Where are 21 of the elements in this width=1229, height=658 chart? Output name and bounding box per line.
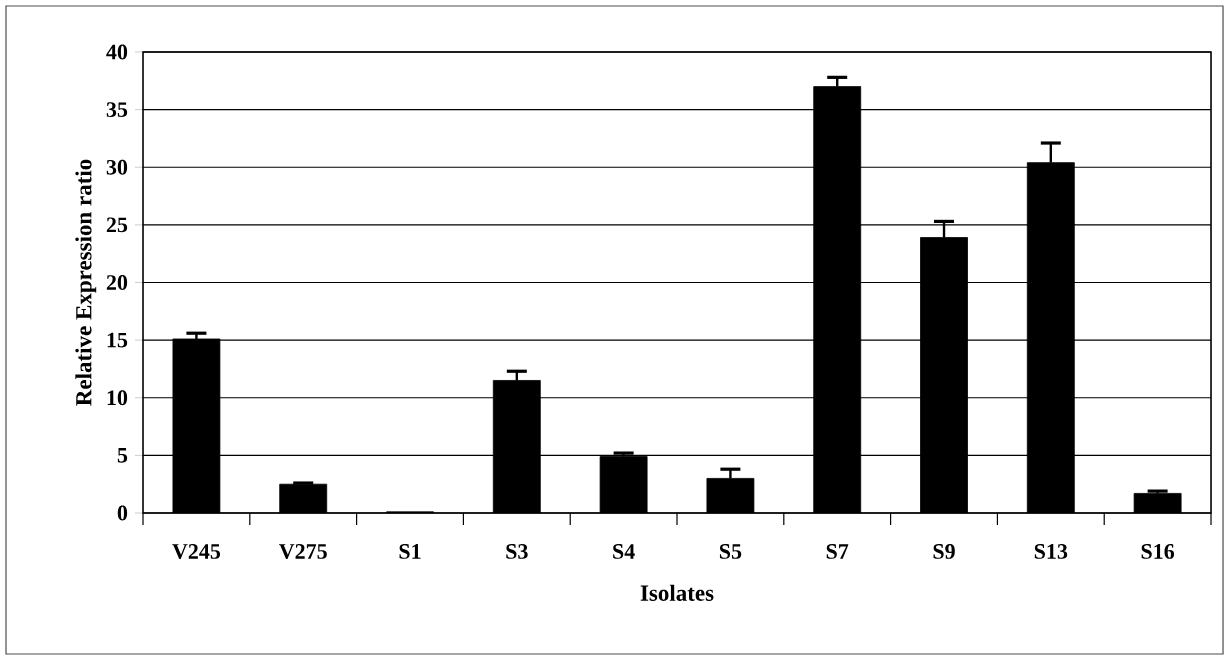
y-tick-label: 40	[106, 44, 128, 60]
y-axis-title: Relative Expression ratio	[75, 159, 97, 406]
y-tick-label: 0	[117, 505, 128, 521]
x-tick-label: S7	[826, 544, 849, 559]
x-tick-label: S13	[1034, 544, 1068, 559]
x-tick-label: S3	[506, 544, 528, 559]
x-axis-title: Isolates	[640, 584, 714, 601]
x-tick-label: S16	[1141, 544, 1175, 559]
x-tick-label: S5	[719, 544, 742, 559]
y-tick-label: 10	[107, 390, 128, 406]
x-tick-label: S1	[399, 544, 421, 559]
y-tick-label: 15	[107, 332, 128, 348]
y-tick-label: 25	[106, 217, 128, 233]
y-tick-label: 35	[106, 102, 128, 118]
y-tick-label: 20	[106, 275, 128, 290]
x-tick-label: V245	[172, 544, 221, 559]
x-tick-label: S4	[613, 544, 635, 559]
x-tick-label: S9	[933, 544, 955, 559]
x-tick-label: V275	[279, 544, 327, 559]
y-tick-label: 30	[106, 159, 128, 175]
y-tick-label: 5	[117, 448, 128, 463]
